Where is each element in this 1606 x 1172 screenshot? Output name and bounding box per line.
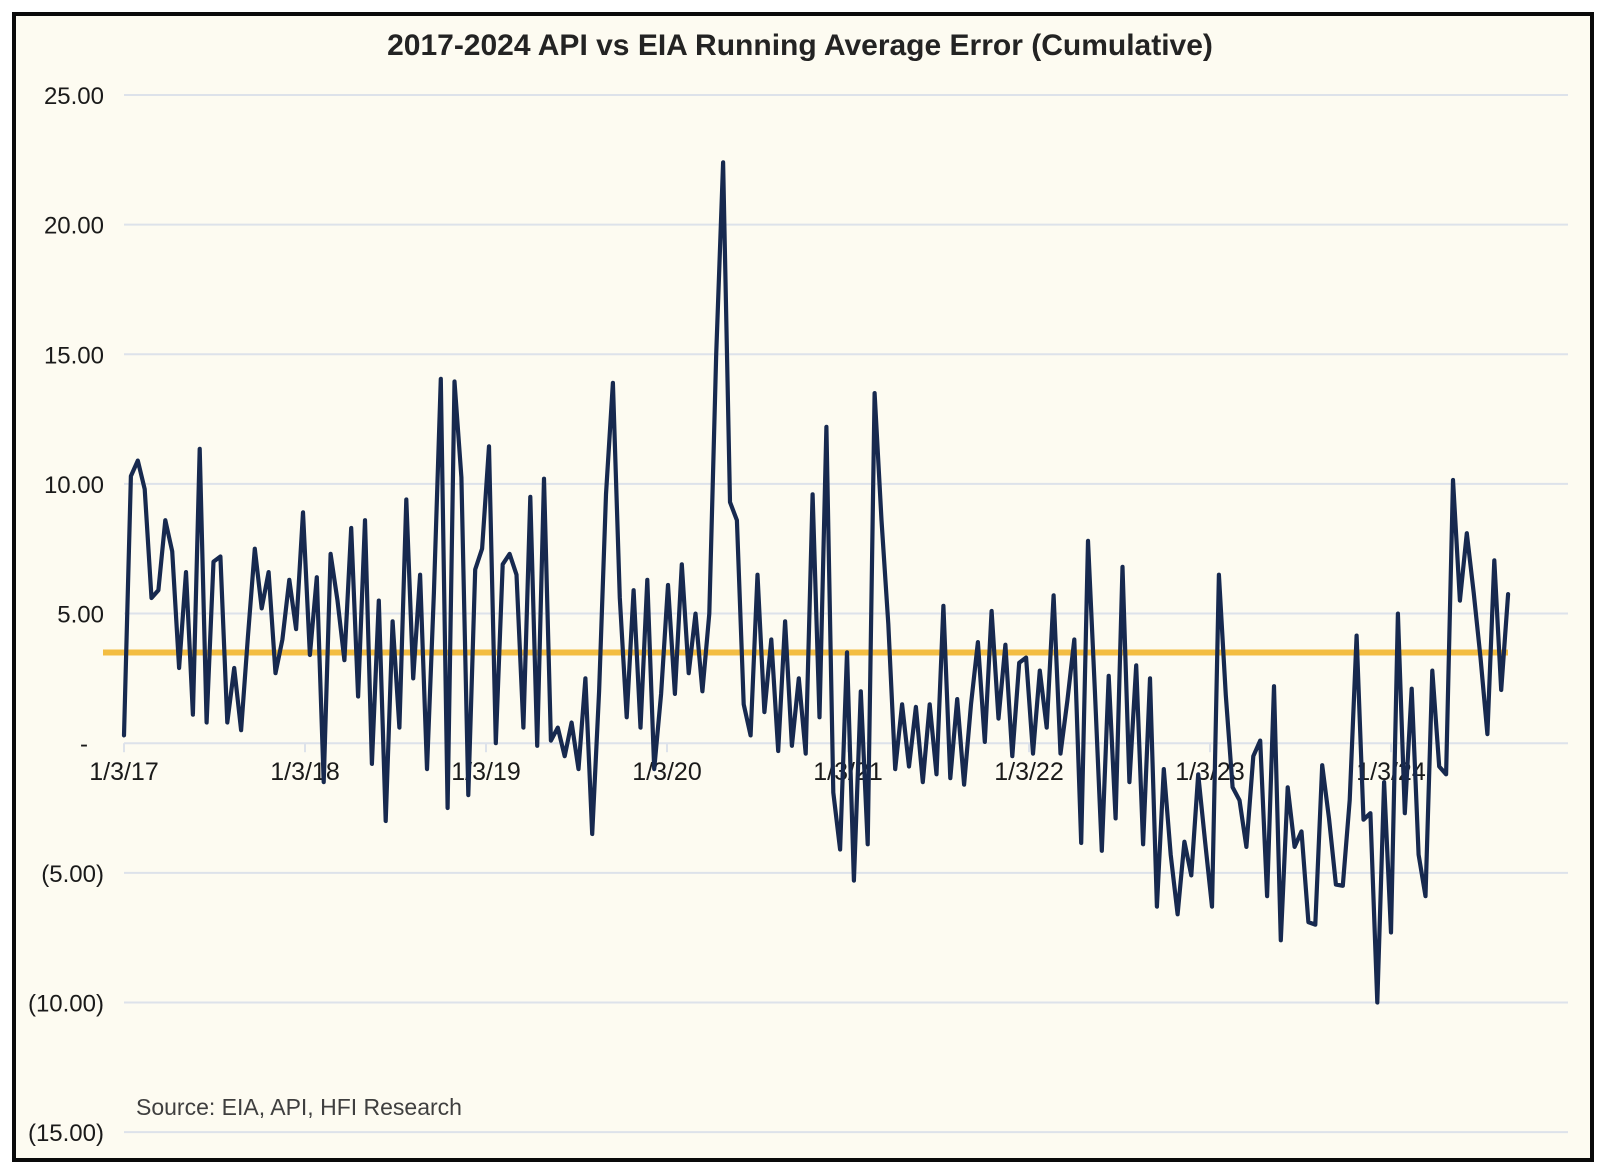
x-axis-label: 1/3/22 — [994, 758, 1064, 786]
y-axis-label: 15.00 — [44, 342, 104, 369]
y-axis-label: (10.00) — [28, 991, 104, 1018]
y-axis-label: (15.00) — [28, 1120, 104, 1147]
source-note: Source: EIA, API, HFI Research — [136, 1094, 462, 1120]
error-series-line — [121, 160, 1511, 1005]
x-axis-label: 1/3/21 — [813, 758, 883, 786]
x-axis-label: 1/3/23 — [1175, 758, 1245, 786]
y-axis-label: 20.00 — [44, 213, 104, 240]
x-axis-label: 1/3/18 — [270, 758, 340, 786]
x-axis-label: 1/3/17 — [89, 758, 159, 786]
y-axis-label: 5.00 — [57, 602, 104, 629]
x-axis-label: 1/3/19 — [451, 758, 521, 786]
chart-frame — [12, 12, 1594, 1162]
y-axis-label: 10.00 — [44, 472, 104, 499]
y-axis-label: 25.00 — [44, 83, 104, 110]
chart-title: 2017-2024 API vs EIA Running Average Err… — [387, 29, 1213, 62]
x-axis-label: 1/3/20 — [632, 758, 702, 786]
y-axis-label: - — [80, 731, 88, 758]
y-axis-label: (5.00) — [41, 861, 104, 888]
